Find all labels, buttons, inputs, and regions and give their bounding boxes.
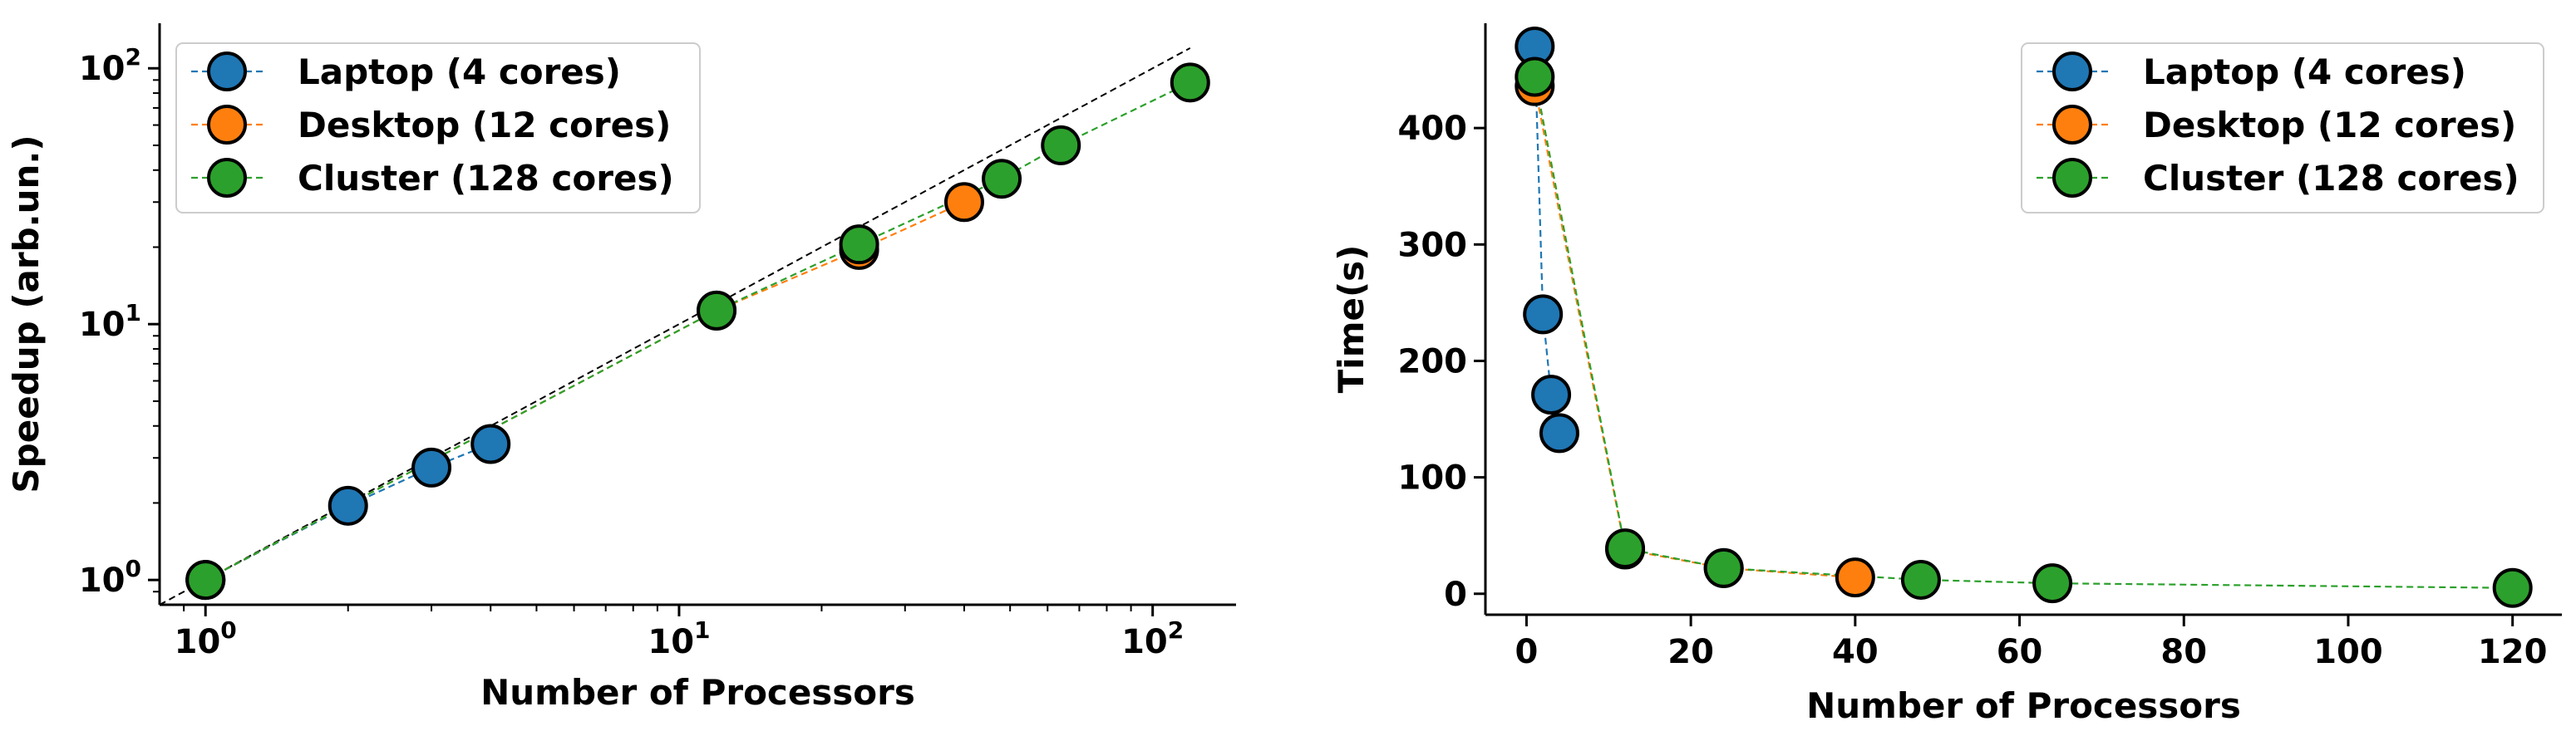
x-tick-label: 102 [1121, 616, 1184, 661]
x-tick-label: 60 [1997, 633, 2043, 671]
legend-label-0: Laptop (4 cores) [298, 52, 621, 92]
data-point-series-1 [943, 182, 984, 223]
legend-label-1: Desktop (12 cores) [2143, 105, 2516, 145]
y-tick-base: 10 [79, 306, 126, 344]
y-tick-exponent: 2 [126, 43, 141, 71]
data-point-series-2 [1170, 62, 1210, 103]
x-tick-label: 100 [2313, 633, 2383, 671]
x-tick-label: 40 [1832, 633, 1879, 671]
data-point-series-0 [411, 447, 452, 488]
y-axis-label: Time(s) [1331, 245, 1372, 394]
data-point-series-2 [1515, 56, 1555, 97]
series-line-2 [204, 81, 1191, 581]
y-tick-label: 101 [79, 299, 141, 344]
x-tick-base: 10 [1121, 623, 1168, 661]
data-point-series-0 [328, 485, 368, 526]
y-tick-base: 10 [79, 50, 126, 88]
x-tick-base: 10 [648, 623, 694, 661]
x-tick-exponent: 1 [694, 616, 710, 644]
y-tick-exponent: 0 [126, 555, 141, 582]
data-point-series-1 [1835, 557, 1875, 598]
x-tick-label: 100 [175, 616, 237, 661]
legend-marker-1 [2052, 105, 2092, 145]
x-axis-label: Number of Processors [1806, 685, 2241, 726]
legend-box [2021, 42, 2544, 213]
x-tick-label: 120 [2478, 633, 2548, 671]
data-point-series-2 [1900, 559, 1941, 600]
legend-marker-0 [207, 52, 247, 91]
y-axis-label: Speedup (arb.un.) [6, 135, 47, 493]
y-tick-base: 10 [79, 562, 126, 600]
legend-marker-1 [207, 105, 247, 145]
y-tick-label: 0 [1444, 576, 1467, 614]
legend-marker-0 [2052, 52, 2092, 91]
legend-label-2: Cluster (128 cores) [2143, 158, 2519, 199]
y-tick-label: 100 [1398, 459, 1468, 498]
legend-marker-2 [207, 158, 247, 198]
data-point-series-2 [1605, 528, 1646, 569]
y-tick-label: 100 [79, 555, 141, 600]
series-line-2 [1534, 76, 2513, 589]
data-point-series-2 [982, 159, 1022, 199]
series-line-1 [204, 201, 965, 581]
legend-label-0: Laptop (4 cores) [2143, 52, 2466, 92]
data-point-series-2 [185, 560, 226, 601]
x-tick-label: 0 [1515, 633, 1539, 671]
x-tick-exponent: 0 [220, 616, 236, 644]
legend-box [175, 42, 701, 213]
data-point-series-2 [839, 224, 879, 265]
data-point-series-2 [2492, 567, 2533, 608]
x-tick-label: 80 [2160, 633, 2207, 671]
y-tick-label: 400 [1398, 110, 1468, 148]
y-tick-label: 300 [1398, 226, 1468, 264]
x-tick-label: 101 [648, 616, 710, 661]
x-tick-base: 10 [175, 623, 221, 661]
y-tick-exponent: 1 [126, 299, 141, 326]
x-tick-label: 20 [1667, 633, 1714, 671]
data-point-series-0 [1539, 413, 1579, 454]
time-chart: 0 20 40 60 80 100 120 0 100 200 300 400 Number of Pr… [1331, 23, 2562, 726]
data-point-series-2 [1041, 125, 1081, 165]
x-axis-label: Number of Processors [480, 672, 915, 713]
legend-marker-2 [2052, 158, 2092, 198]
data-point-series-0 [1523, 294, 1564, 335]
legend-label-1: Desktop (12 cores) [298, 105, 671, 145]
data-point-series-2 [2032, 563, 2073, 604]
y-tick-label: 200 [1398, 342, 1468, 380]
data-point-series-2 [697, 290, 737, 331]
y-tick-label: 102 [79, 43, 141, 88]
legend-label-2: Cluster (128 cores) [298, 158, 674, 199]
data-point-series-0 [470, 424, 511, 464]
x-tick-exponent: 2 [1168, 616, 1184, 644]
data-point-series-2 [1703, 547, 1744, 588]
data-point-series-0 [1531, 375, 1572, 415]
